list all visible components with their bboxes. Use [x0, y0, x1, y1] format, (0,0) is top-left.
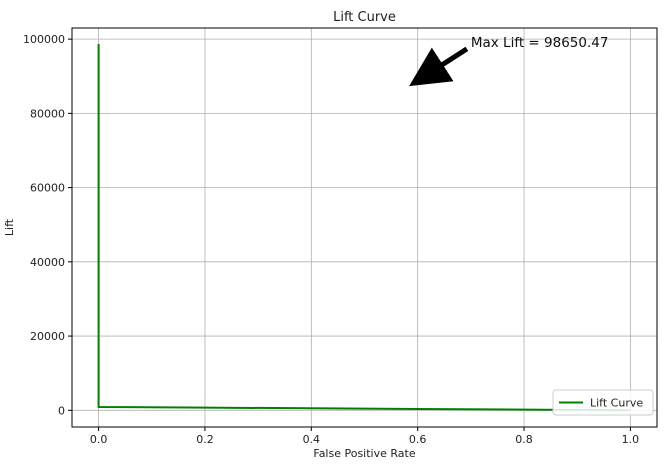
- legend: Lift Curve: [552, 389, 654, 416]
- y-tick-label: 20000: [30, 330, 65, 343]
- x-tick-label: 0.8: [515, 433, 533, 446]
- x-tick-label: 0.4: [303, 433, 321, 446]
- series-layer: [97, 44, 631, 412]
- y-tick-label: 60000: [30, 182, 65, 195]
- annotation-arrow: [409, 46, 469, 87]
- x-tick-label: 1.0: [622, 433, 640, 446]
- x-tick-label: 0.0: [90, 433, 108, 446]
- annotation-layer: Max Lift = 98650.47: [409, 35, 609, 87]
- x-tick-label: 0.6: [409, 433, 427, 446]
- grid-layer: [72, 28, 657, 427]
- series-line-lift-curve: [97, 44, 631, 412]
- legend-box: [552, 389, 654, 416]
- y-tick-label: 80000: [30, 107, 65, 120]
- y-tick-label: 0: [58, 404, 65, 417]
- chart-title: Lift Curve: [333, 10, 396, 25]
- legend-label-lift-curve: Lift Curve: [590, 397, 643, 410]
- y-tick-label: 100000: [23, 33, 65, 46]
- x-axis-label: False Positive Rate: [313, 447, 415, 460]
- max-lift-annotation: Max Lift = 98650.47: [471, 35, 609, 51]
- plot-area-frame: [71, 27, 658, 428]
- y-tick-label: 40000: [30, 256, 65, 269]
- y-axis-label: Lift: [3, 218, 16, 236]
- x-tick-label: 0.2: [196, 433, 214, 446]
- axis-ticks: 0.0 0.2 0.4 0.6 0.8 1.0 0 20000 40000 60000 80000 1…: [23, 33, 639, 446]
